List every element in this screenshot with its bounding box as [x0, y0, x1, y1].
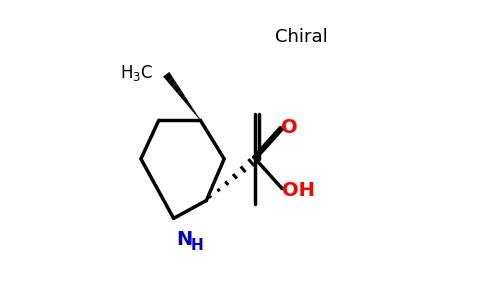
Polygon shape: [177, 90, 185, 98]
Text: Chiral: Chiral: [275, 28, 328, 46]
Text: H: H: [191, 238, 204, 253]
Polygon shape: [168, 78, 177, 88]
Polygon shape: [186, 102, 193, 110]
Text: OH: OH: [282, 181, 315, 200]
Polygon shape: [163, 72, 173, 82]
Polygon shape: [182, 96, 189, 104]
Text: N: N: [176, 230, 192, 249]
Text: O: O: [281, 118, 298, 137]
Polygon shape: [172, 84, 181, 93]
Text: H$_3$C: H$_3$C: [120, 63, 153, 83]
Polygon shape: [196, 114, 201, 121]
Polygon shape: [191, 108, 197, 115]
